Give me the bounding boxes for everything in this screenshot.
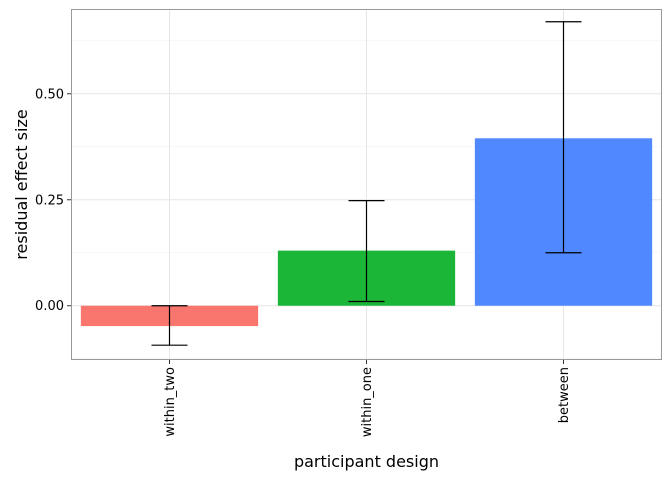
x-tick-label-within_two: within_two [163, 367, 178, 437]
x-tick-label-between: between [557, 367, 572, 423]
panel-border [71, 9, 662, 360]
error-bar-within_two [151, 305, 188, 346]
error-bar-within_one [348, 200, 385, 303]
y-tick-label: 0.00 [35, 299, 64, 314]
y-tick-label: 0.25 [35, 193, 64, 208]
y-axis-title: residual effect size [12, 109, 31, 259]
x-tick-label-within_one: within_one [360, 367, 375, 437]
error-bar-between [545, 21, 582, 254]
x-axis: within_two within_one between [163, 360, 572, 437]
y-axis: 0.00 0.25 0.50 [35, 87, 71, 314]
x-axis-title: participant design [294, 452, 439, 471]
y-tick-label: 0.50 [35, 87, 64, 102]
error-bars [151, 21, 582, 346]
